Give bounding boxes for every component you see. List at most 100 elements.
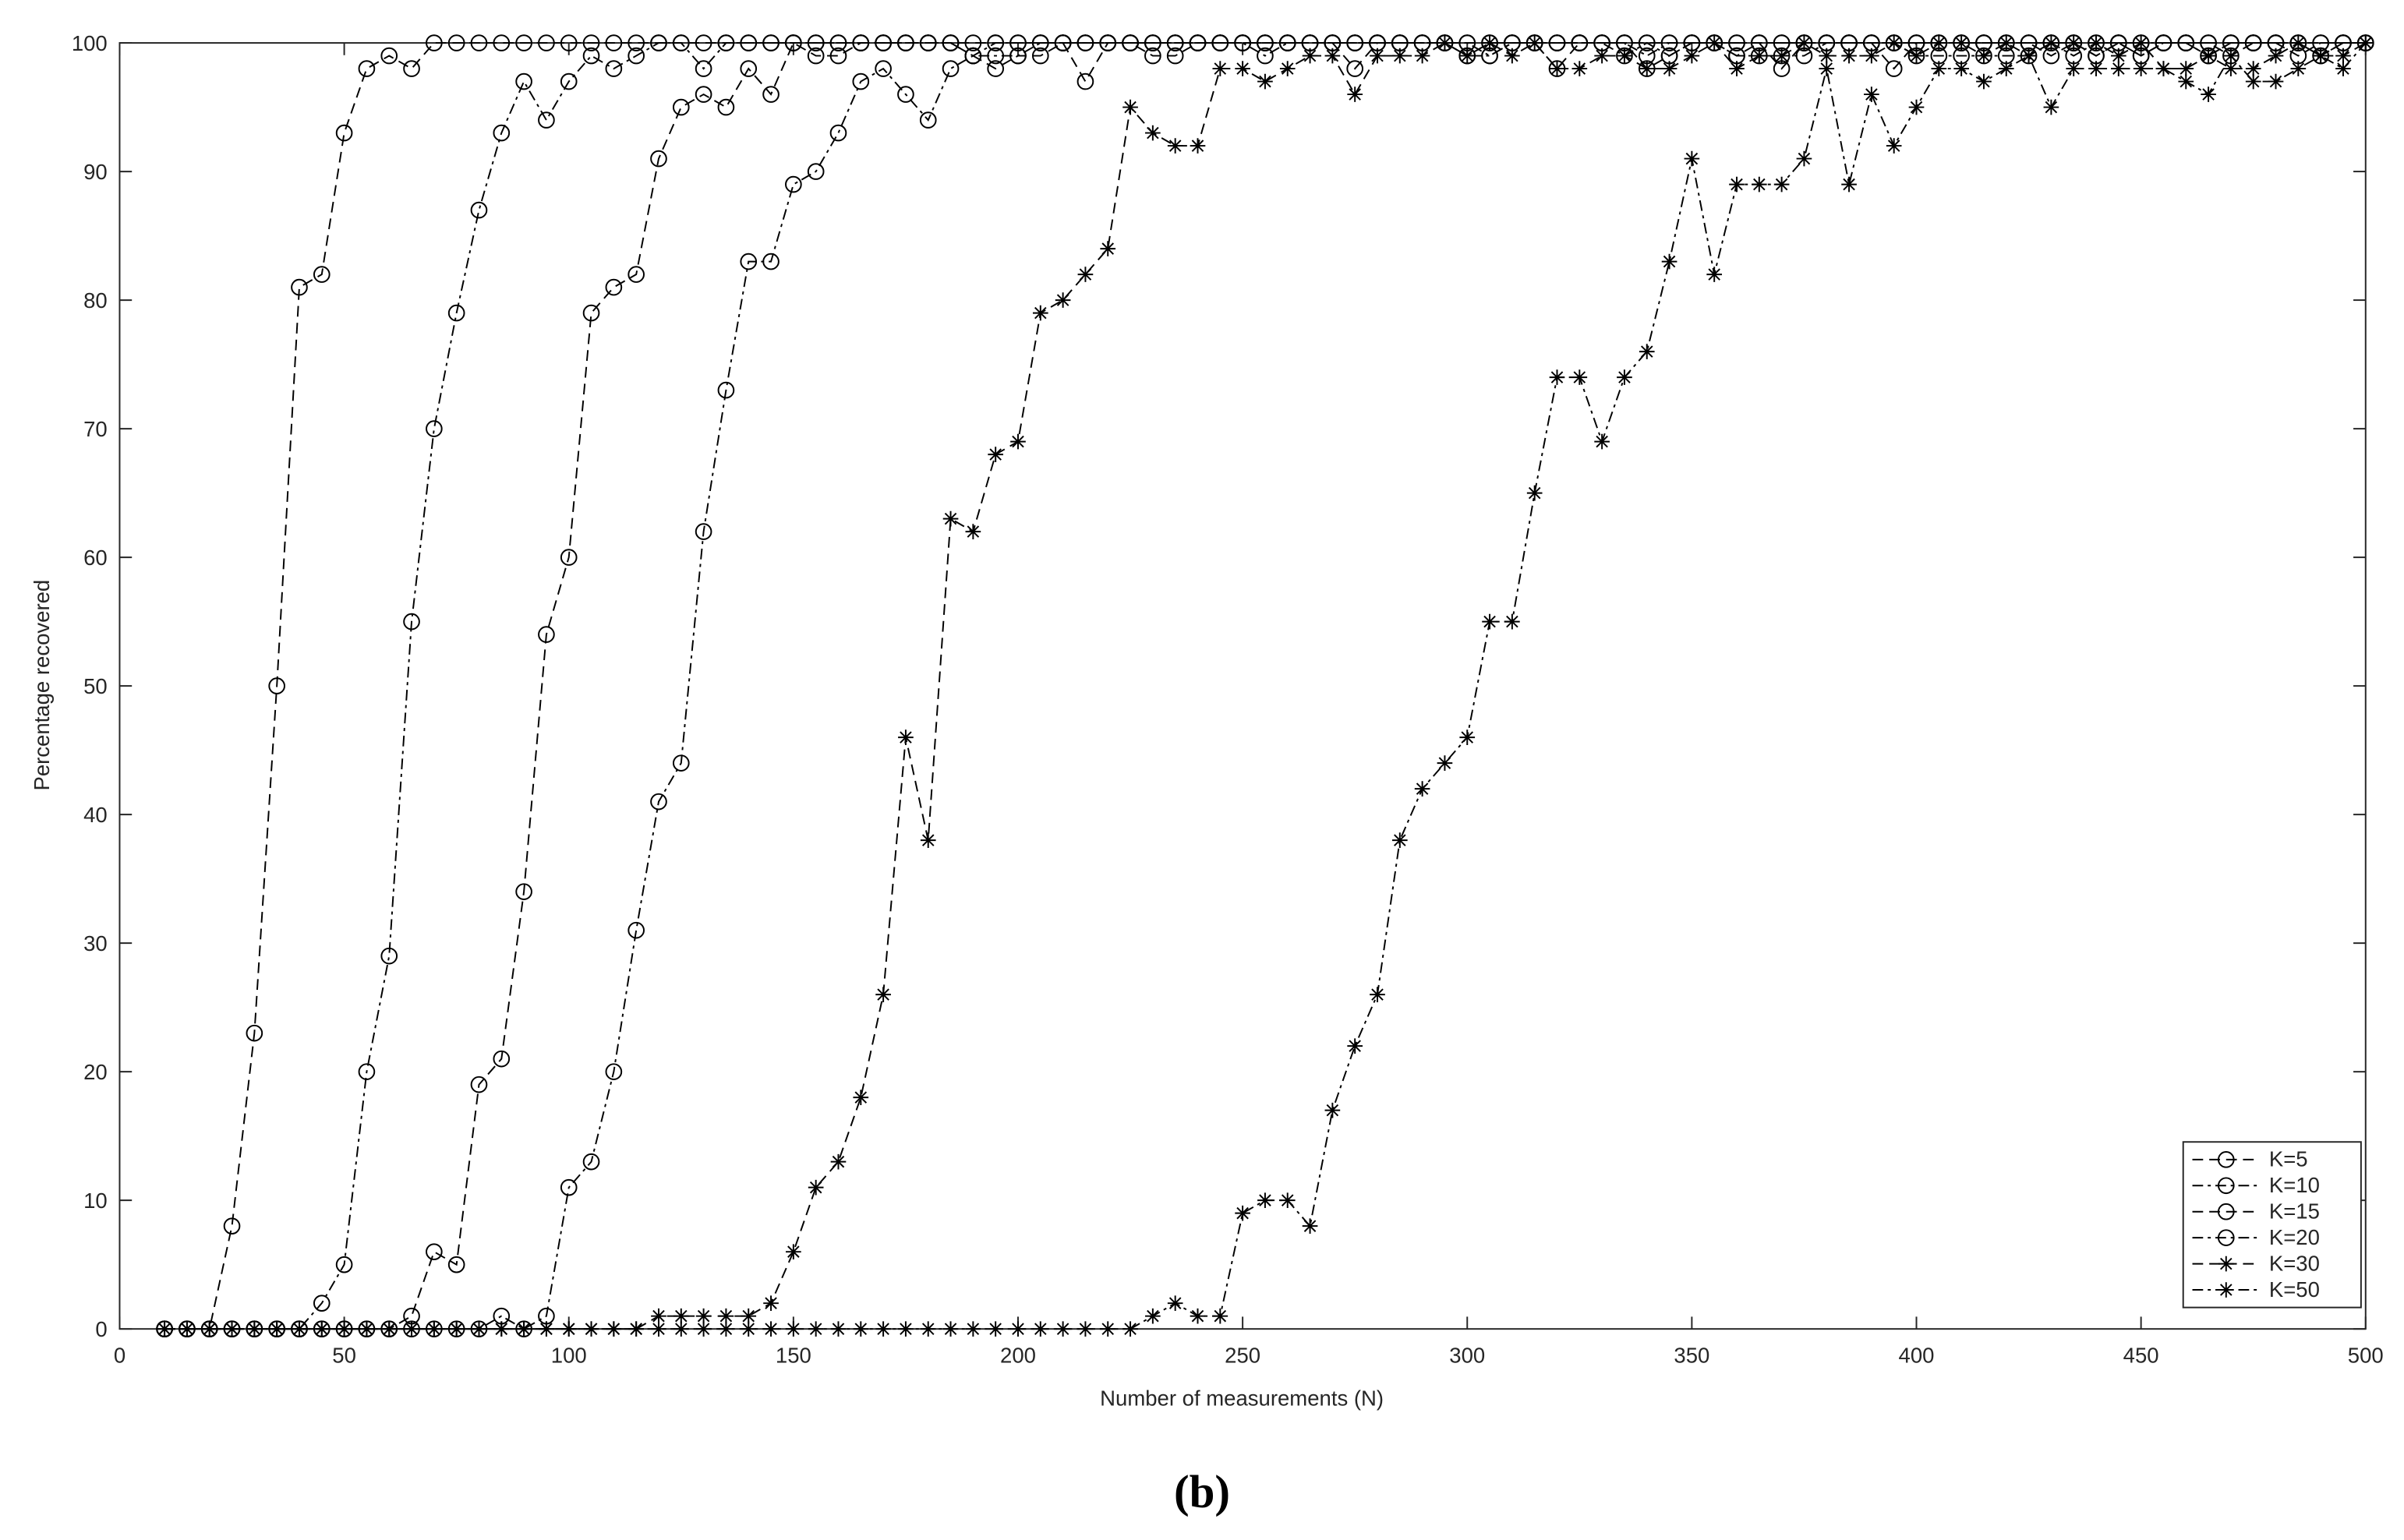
marker bbox=[628, 1321, 645, 1337]
marker bbox=[1032, 305, 1048, 321]
marker bbox=[673, 1308, 689, 1324]
y-tick-label: 80 bbox=[83, 288, 108, 313]
marker bbox=[987, 60, 1004, 77]
marker bbox=[830, 1321, 847, 1337]
marker bbox=[987, 34, 1004, 51]
y-tick-label: 0 bbox=[95, 1317, 107, 1341]
y-tick-label: 40 bbox=[83, 803, 108, 827]
legend-marker bbox=[2217, 1151, 2235, 1168]
marker bbox=[2178, 61, 2194, 76]
marker bbox=[246, 1321, 263, 1337]
marker bbox=[560, 72, 578, 90]
marker bbox=[964, 34, 982, 51]
marker bbox=[1346, 60, 1364, 77]
marker bbox=[1234, 34, 1251, 51]
y-tick-label: 90 bbox=[83, 160, 108, 184]
marker bbox=[1639, 61, 1655, 76]
series-line bbox=[164, 41, 2366, 1330]
marker bbox=[1167, 1295, 1183, 1312]
marker bbox=[313, 1295, 331, 1312]
marker bbox=[2244, 34, 2262, 51]
marker bbox=[1751, 176, 1767, 192]
y-tick-label: 60 bbox=[83, 546, 108, 570]
marker bbox=[157, 1321, 172, 1337]
marker bbox=[920, 832, 936, 848]
marker bbox=[447, 304, 465, 322]
marker bbox=[1773, 48, 1790, 64]
marker bbox=[292, 1321, 307, 1337]
marker bbox=[1166, 34, 1184, 51]
marker bbox=[2043, 99, 2059, 115]
marker bbox=[1751, 48, 1767, 64]
marker bbox=[1122, 34, 1139, 51]
marker bbox=[1998, 35, 2014, 51]
marker bbox=[268, 677, 285, 694]
x-tick-label: 150 bbox=[776, 1343, 811, 1367]
marker bbox=[1549, 61, 1565, 76]
marker bbox=[1031, 47, 1049, 65]
marker bbox=[1212, 61, 1229, 76]
x-tick-label: 450 bbox=[2123, 1343, 2159, 1367]
legend: K=5K=10K=15K=20K=30K=50 bbox=[2182, 1141, 2362, 1309]
marker bbox=[560, 549, 578, 566]
x-tick-label: 300 bbox=[1449, 1343, 1485, 1367]
marker bbox=[673, 1321, 689, 1337]
marker bbox=[1594, 433, 1610, 450]
marker bbox=[605, 34, 623, 51]
marker bbox=[2155, 61, 2172, 76]
marker bbox=[1145, 1308, 1161, 1324]
marker bbox=[1031, 34, 1049, 51]
marker bbox=[1459, 48, 1476, 64]
marker bbox=[1594, 48, 1610, 64]
marker bbox=[606, 1321, 622, 1337]
marker bbox=[965, 524, 981, 539]
marker bbox=[1211, 34, 1229, 51]
marker bbox=[965, 1321, 981, 1337]
marker bbox=[2245, 73, 2261, 90]
marker bbox=[1773, 176, 1790, 192]
marker bbox=[740, 34, 758, 51]
marker bbox=[2245, 61, 2261, 76]
marker bbox=[2223, 61, 2239, 76]
legend-label: K=50 bbox=[2269, 1277, 2320, 1302]
marker bbox=[291, 278, 308, 296]
marker bbox=[1571, 369, 1588, 385]
marker bbox=[1235, 61, 1250, 76]
marker bbox=[1639, 344, 1655, 359]
marker bbox=[695, 86, 712, 103]
y-tick-label: 20 bbox=[83, 1060, 108, 1084]
marker bbox=[987, 47, 1004, 65]
marker bbox=[741, 1321, 757, 1337]
marker bbox=[988, 1321, 1004, 1337]
marker bbox=[2066, 35, 2082, 51]
marker bbox=[1504, 48, 1520, 64]
marker bbox=[1257, 73, 1273, 90]
marker bbox=[920, 1321, 936, 1337]
marker bbox=[628, 266, 645, 283]
x-tick-label: 0 bbox=[114, 1343, 126, 1367]
marker bbox=[515, 72, 532, 90]
x-tick-label: 500 bbox=[2348, 1343, 2384, 1367]
marker bbox=[875, 60, 892, 77]
marker bbox=[1728, 34, 1745, 51]
marker bbox=[1235, 1205, 1250, 1221]
marker bbox=[560, 1321, 577, 1337]
marker bbox=[2043, 35, 2059, 51]
y-tick-label: 30 bbox=[83, 931, 108, 955]
marker bbox=[2201, 87, 2216, 102]
marker bbox=[807, 163, 825, 180]
marker bbox=[2155, 34, 2172, 51]
marker bbox=[1010, 433, 1026, 450]
y-tick-label: 10 bbox=[83, 1189, 108, 1213]
marker bbox=[426, 1243, 443, 1260]
marker bbox=[650, 150, 667, 168]
marker bbox=[650, 793, 667, 811]
marker bbox=[1324, 48, 1341, 64]
marker bbox=[829, 124, 847, 142]
marker bbox=[695, 1321, 712, 1337]
marker bbox=[808, 1321, 824, 1337]
legend-marker bbox=[2218, 1282, 2234, 1298]
marker bbox=[582, 304, 600, 322]
marker bbox=[1100, 1321, 1116, 1337]
marker bbox=[829, 47, 847, 65]
